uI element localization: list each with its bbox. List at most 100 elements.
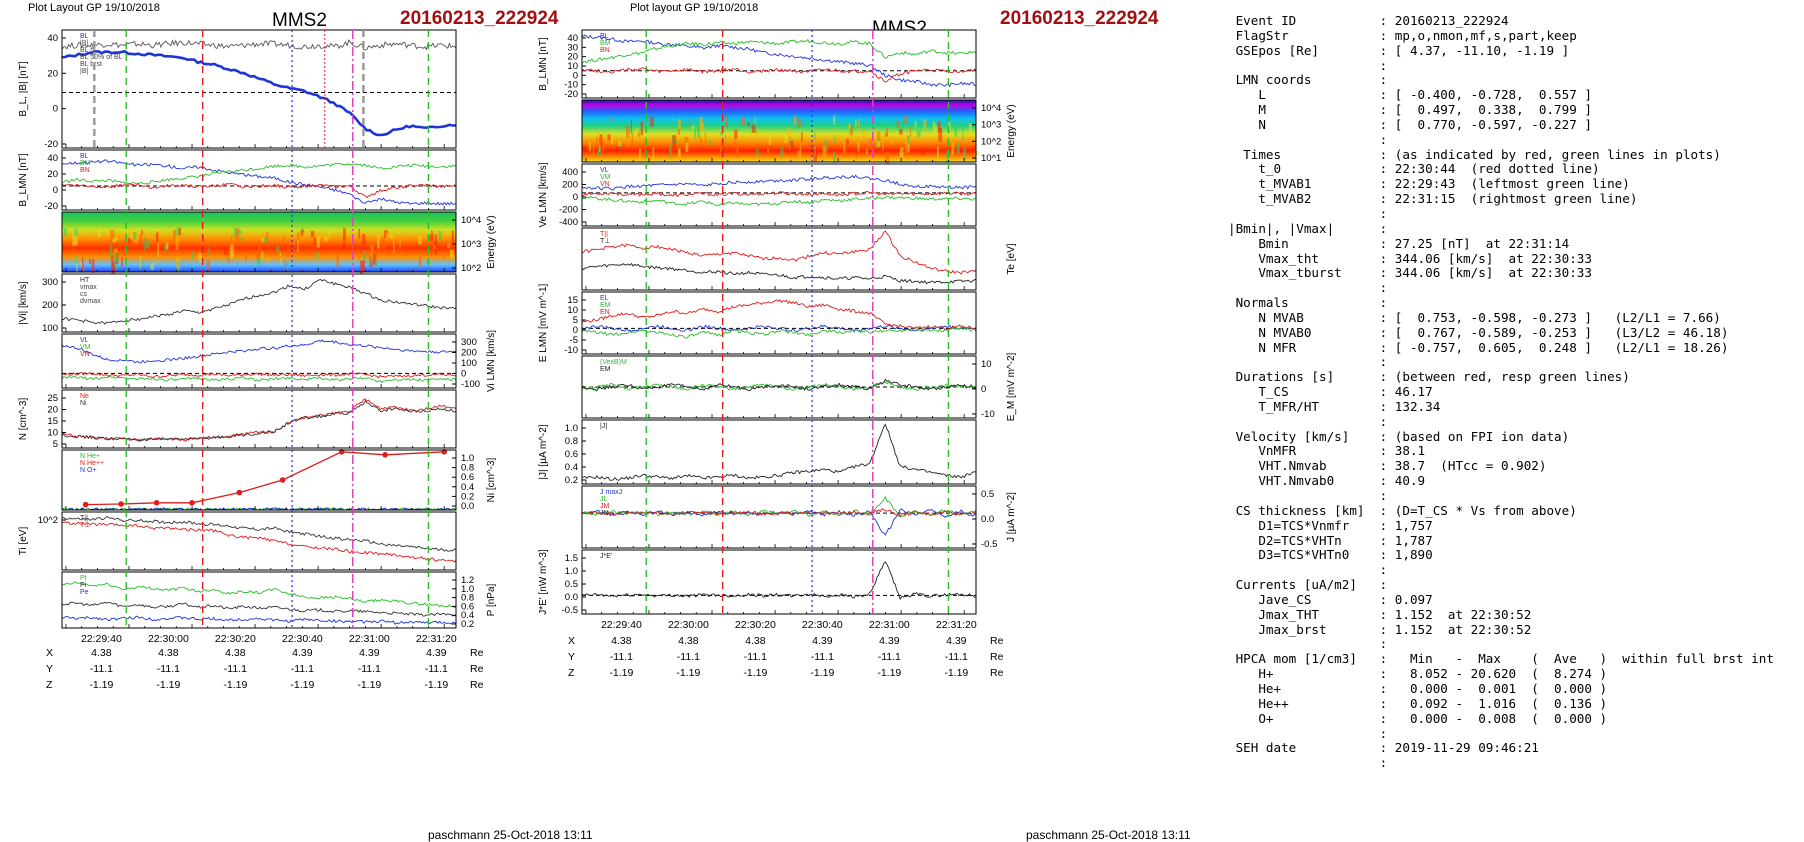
position-row-label: Y [568, 651, 575, 663]
y-tick-label: 0.2 [461, 491, 474, 502]
summary-line: Bmin : 27.25 [nT] at 22:31:14 [1228, 235, 1570, 251]
legend-entry: T⊥ [80, 522, 90, 529]
y-tick-label: 200 [42, 300, 58, 311]
summary-line: t_MVAB1 : 22:29:43 (leftmost green line) [1228, 176, 1630, 192]
summary-line: VHT.Nmvab : 38.7 (HTcc = 0.902) [1228, 458, 1547, 474]
y-axis-label: Ti [eV] [18, 527, 29, 556]
series-line [61, 601, 457, 617]
y-tick-label: 0.8 [461, 593, 474, 604]
panel-background [582, 228, 976, 290]
panel-l8: T||T⊥ 10^2 Ti [eV] [18, 511, 457, 571]
spectrogram-streak [797, 150, 802, 159]
spectrogram-streak [156, 260, 158, 264]
position-value: -11.1 [224, 663, 247, 675]
y-tick-label: -10 [981, 409, 995, 420]
summary-line: : [1228, 725, 1388, 741]
spectrogram-streak [607, 134, 611, 141]
panel-background [582, 420, 976, 484]
spectrogram-streak [71, 242, 74, 252]
spectrogram-streak [754, 116, 756, 127]
spectrogram-streak [652, 147, 655, 159]
y-tick-label: 20 [567, 52, 578, 63]
event-summary-panel: Event ID : 20160213_222924 FlagStr : mp,… [1228, 13, 1798, 794]
spectrogram-streak [324, 236, 328, 242]
position-value: -1.19 [424, 679, 448, 691]
spectrogram-streak [362, 260, 366, 272]
spectrogram-streak [848, 130, 851, 138]
y-tick-label: 10^2 [38, 515, 58, 526]
position-value: 4.38 [158, 647, 179, 659]
series-point [118, 501, 124, 507]
spectrogram-streak [74, 228, 78, 237]
spectrogram-streak [191, 251, 194, 260]
legend-entry: BL brst [80, 61, 102, 68]
spectrogram-streak [139, 256, 141, 270]
spectrogram-streak [630, 119, 632, 134]
spectrogram-streak [80, 261, 82, 268]
spectrogram-streak [960, 147, 964, 153]
spectrogram-streak [97, 227, 101, 238]
spectrogram-streak [176, 227, 181, 236]
y-tick-label: -20 [44, 201, 58, 212]
legend-entry: VL [600, 167, 609, 174]
series-line [581, 327, 977, 339]
spectrogram-streak [787, 126, 791, 139]
y-tick-label: 0.8 [461, 463, 474, 474]
spectrogram-streak [789, 136, 791, 151]
spectrogram-streak [143, 238, 147, 243]
series-line [61, 159, 457, 206]
spectrogram-streak [907, 135, 910, 145]
spectrogram-streak [694, 125, 696, 139]
spectrogram-streak [899, 149, 901, 158]
spectrogram-streak [447, 243, 451, 249]
spectrogram-streak [361, 233, 366, 245]
position-value: 4.39 [359, 647, 380, 659]
spectrogram-streak [845, 139, 849, 146]
position-value: -11.1 [811, 651, 834, 663]
spectrogram-streak [896, 120, 900, 128]
y-axis-label: P [nPa] [486, 583, 497, 616]
legend-entry: EM [600, 366, 611, 373]
spectrogram-streak [369, 242, 373, 252]
position-value: -11.1 [90, 663, 113, 675]
y-tick-label: 10 [567, 61, 578, 72]
y-axis-label: Vi LMN [km/s] [486, 330, 497, 392]
summary-line: : [1228, 280, 1388, 296]
spectrogram-streak [904, 141, 908, 154]
series-line [581, 67, 977, 83]
spectrogram-streak [111, 262, 115, 275]
y-tick-label: 200 [562, 180, 578, 191]
position-value: -11.1 [358, 663, 381, 675]
position-value: 4.38 [91, 647, 112, 659]
summary-line: N : [ 0.770, -0.597, -0.227 ] [1228, 116, 1592, 132]
spectrogram-streak [677, 127, 681, 135]
legend-entry: Pt [80, 575, 87, 582]
panel-frame [581, 355, 977, 419]
position-value: -11.1 [878, 651, 901, 663]
spectrogram-streak [261, 238, 265, 243]
spectrogram-streak [920, 148, 925, 155]
series-point [279, 477, 286, 483]
panel-frame [581, 291, 977, 355]
y-tick-label: -400 [559, 217, 578, 228]
spectrogram-streak [938, 121, 941, 133]
legend-entry: Pi [80, 582, 87, 589]
summary-line: |Bmin|, |Vmax| : [1228, 220, 1388, 236]
spectrogram-streak [845, 148, 847, 158]
spectrogram-streak [364, 240, 369, 244]
y-tick-label: 0.5 [565, 579, 578, 590]
series-line [581, 423, 977, 481]
spectrogram-streak [635, 128, 640, 134]
time-tick-label: 22:31:00 [349, 633, 390, 645]
spectrogram-streak [312, 231, 317, 239]
spectrogram-streak [669, 144, 672, 158]
y-tick-label: 0.2 [461, 619, 474, 630]
y-tick-label: 0 [53, 185, 58, 196]
y-tick-label: 100 [461, 358, 477, 369]
y-tick-label: 1.0 [461, 584, 474, 595]
series-line [581, 38, 977, 64]
